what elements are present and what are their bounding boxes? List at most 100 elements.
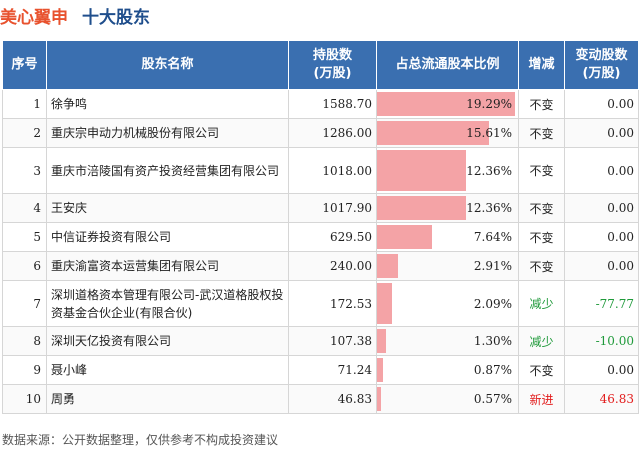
column-header-ratio: 占总流通股本比例 xyxy=(376,40,519,90)
ratio-label: 12.36% xyxy=(466,201,512,215)
share-delta: 0.00 xyxy=(564,118,639,148)
holder-name: 中信证券投资有限公司 xyxy=(46,222,289,252)
column-header-change: 增减 xyxy=(518,40,565,90)
change-status: 不变 xyxy=(518,147,565,194)
shares-held: 1588.70 xyxy=(288,89,377,119)
holder-name: 王安庆 xyxy=(46,193,289,223)
shares-held: 1017.90 xyxy=(288,193,377,223)
ratio-cell: 0.87% xyxy=(376,355,519,385)
change-status: 不变 xyxy=(518,89,565,119)
share-delta: 0.00 xyxy=(564,355,639,385)
ratio-cell: 1.30% xyxy=(376,326,519,356)
ratio-cell: 2.09% xyxy=(376,280,519,327)
share-delta: 0.00 xyxy=(564,222,639,252)
share-delta: 0.00 xyxy=(564,89,639,119)
ratio-bar xyxy=(377,387,382,411)
shares-held: 107.38 xyxy=(288,326,377,356)
table-row: 8 深圳天亿投资有限公司 107.38 1.30% 减少 -10.00 xyxy=(2,326,639,356)
ratio-label: 2.09% xyxy=(473,296,512,311)
share-delta: -10.00 xyxy=(564,326,639,356)
table-row: 4 王安庆 1017.90 12.36% 不变 0.00 xyxy=(2,193,639,223)
row-index: 4 xyxy=(2,193,47,223)
ratio-label: 15.61% xyxy=(466,126,512,140)
table-row: 10 周勇 46.83 0.57% 新进 46.83 xyxy=(2,384,639,414)
column-header-holder-name: 股东名称 xyxy=(46,40,289,90)
table-row: 7 深圳道格资本管理有限公司-武汉道格股权投资基金合伙企业(有限合伙) 172.53… xyxy=(2,280,639,327)
ratio-bar xyxy=(377,150,466,191)
row-index: 6 xyxy=(2,251,47,281)
ratio-cell: 15.61% xyxy=(376,118,519,148)
row-index: 7 xyxy=(2,280,47,327)
shares-held: 1286.00 xyxy=(288,118,377,148)
ratio-bar xyxy=(377,92,516,116)
change-status: 不变 xyxy=(518,222,565,252)
column-header-shares-label: 持股数 (万股) xyxy=(312,48,352,81)
change-status: 减少 xyxy=(518,326,565,356)
share-delta: -77.77 xyxy=(564,280,639,327)
share-delta: 46.83 xyxy=(564,384,639,414)
column-header-delta-label: 变动股数 (万股) xyxy=(575,48,628,81)
shares-held: 240.00 xyxy=(288,251,377,281)
data-source-note: 数据来源：公开数据整理，仅供参考不构成投资建议 xyxy=(2,433,279,447)
ratio-cell: 2.91% xyxy=(376,251,519,281)
ratio-bar xyxy=(377,196,466,220)
holder-name: 重庆渝富资本运营集团有限公司 xyxy=(46,251,289,281)
ratio-cell: 12.36% xyxy=(376,147,519,194)
holder-name: 重庆宗申动力机械股份有限公司 xyxy=(46,118,289,148)
share-delta: 0.00 xyxy=(564,251,639,281)
ratio-label: 0.87% xyxy=(473,363,512,377)
row-index: 9 xyxy=(2,355,47,385)
table-header-row: 序号 股东名称 持股数 (万股) 占总流通股本比例 增减 变动股数 (万股) xyxy=(2,40,639,90)
table-row: 5 中信证券投资有限公司 629.50 7.64% 不变 0.00 xyxy=(2,222,639,252)
ratio-label: 2.91% xyxy=(473,259,512,273)
holder-name: 重庆市涪陵国有资产投资经营集团有限公司 xyxy=(46,147,289,194)
row-index: 1 xyxy=(2,89,47,119)
ratio-label: 19.29% xyxy=(466,97,512,111)
page-title: 美心翼申 十大股东 xyxy=(0,3,150,28)
change-status: 不变 xyxy=(518,355,565,385)
share-delta: 0.00 xyxy=(564,147,639,194)
shares-held: 629.50 xyxy=(288,222,377,252)
ratio-bar xyxy=(377,329,387,353)
column-header-delta: 变动股数 (万股) xyxy=(564,40,639,90)
row-index: 5 xyxy=(2,222,47,252)
table-row: 2 重庆宗申动力机械股份有限公司 1286.00 15.61% 不变 0.00 xyxy=(2,118,639,148)
ratio-cell: 0.57% xyxy=(376,384,519,414)
change-status: 不变 xyxy=(518,251,565,281)
shares-held: 1018.00 xyxy=(288,147,377,194)
holder-name: 周勇 xyxy=(46,384,289,414)
ratio-cell: 7.64% xyxy=(376,222,519,252)
ratio-cell: 19.29% xyxy=(376,89,519,119)
table-row: 6 重庆渝富资本运营集团有限公司 240.00 2.91% 不变 0.00 xyxy=(2,251,639,281)
shares-held: 71.24 xyxy=(288,355,377,385)
company-name: 美心翼申 xyxy=(0,8,68,28)
table-row: 3 重庆市涪陵国有资产投资经营集团有限公司 1018.00 12.36% 不变 0.00 xyxy=(2,147,639,194)
change-status: 新进 xyxy=(518,384,565,414)
ratio-label: 7.64% xyxy=(473,230,512,244)
shares-held: 46.83 xyxy=(288,384,377,414)
share-delta: 0.00 xyxy=(564,193,639,223)
ratio-bar xyxy=(377,121,489,145)
ratio-label: 1.30% xyxy=(473,334,512,348)
table-row: 9 聂小峰 71.24 0.87% 不变 0.00 xyxy=(2,355,639,385)
row-index: 8 xyxy=(2,326,47,356)
holder-name: 深圳天亿投资有限公司 xyxy=(46,326,289,356)
ratio-label: 0.57% xyxy=(473,392,512,406)
holder-name: 深圳道格资本管理有限公司-武汉道格股权投资基金合伙企业(有限合伙) xyxy=(46,280,289,327)
change-status: 减少 xyxy=(518,280,565,327)
column-header-index: 序号 xyxy=(2,40,47,90)
holder-name: 徐争鸣 xyxy=(46,89,289,119)
holder-name: 聂小峰 xyxy=(46,355,289,385)
shares-held: 172.53 xyxy=(288,280,377,327)
table-row: 1 徐争鸣 1588.70 19.29% 不变 0.00 xyxy=(2,89,639,119)
table-subtitle: 十大股东 xyxy=(82,8,150,28)
ratio-label: 12.36% xyxy=(466,163,512,178)
shareholder-table: 序号 股东名称 持股数 (万股) 占总流通股本比例 增减 变动股数 (万股) 1… xyxy=(2,40,639,414)
ratio-bar xyxy=(377,254,398,278)
change-status: 不变 xyxy=(518,118,565,148)
ratio-bar xyxy=(377,358,384,382)
ratio-bar xyxy=(377,283,392,324)
row-index: 2 xyxy=(2,118,47,148)
change-status: 不变 xyxy=(518,193,565,223)
row-index: 10 xyxy=(2,384,47,414)
